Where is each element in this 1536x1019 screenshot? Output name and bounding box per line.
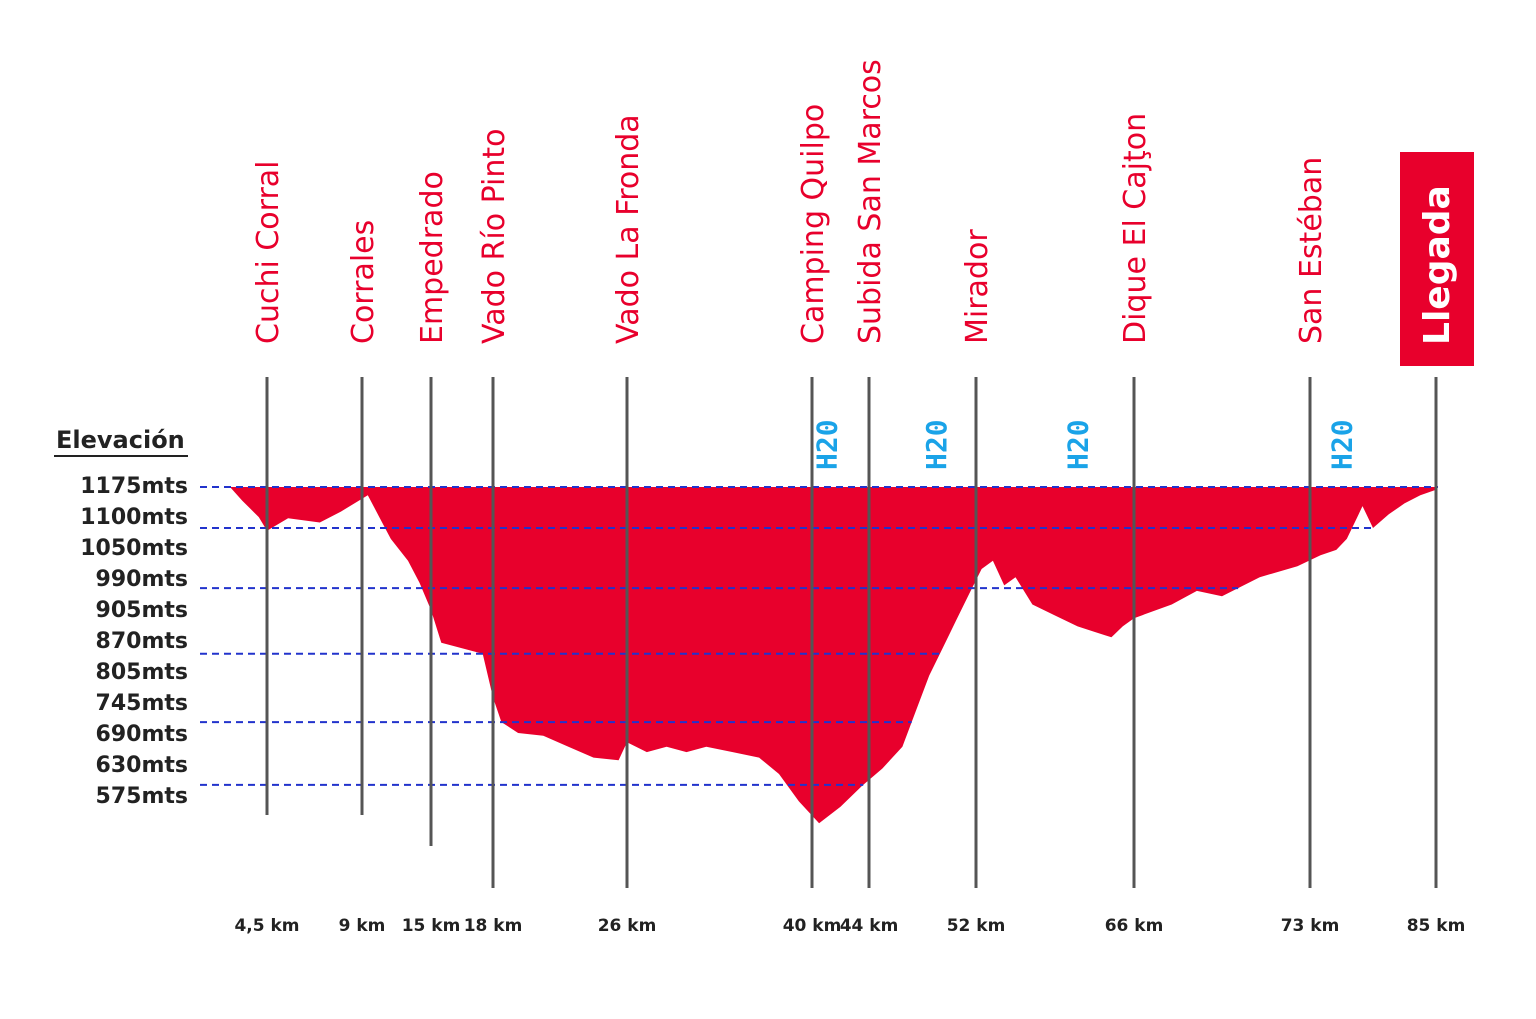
water-point-label: H20 xyxy=(920,419,953,470)
checkpoint-name: Mirador xyxy=(960,229,995,344)
checkpoint-km-label: 26 km xyxy=(598,916,657,936)
checkpoint-name: Camping Quilpo xyxy=(796,104,831,344)
water-point-label: H20 xyxy=(1326,419,1359,470)
checkpoint-km-label: 73 km xyxy=(1281,916,1340,936)
elevation-tick-label: 905mts xyxy=(96,598,188,623)
finish-banner xyxy=(1400,152,1474,366)
elevation-tick-label: 1100mts xyxy=(80,505,188,530)
elevation-tick-label: 805mts xyxy=(96,660,188,685)
checkpoint-name: San Estéban xyxy=(1294,157,1329,344)
elevation-tick-label: 575mts xyxy=(96,784,188,809)
checkpoint-name: Dique El Cajţon xyxy=(1118,113,1153,344)
checkpoint-name: Llegada xyxy=(1417,185,1458,345)
elevation-ticks: 1175mts 1100mts 1050mts 990mts 905mts 870mts 8… xyxy=(80,474,188,809)
checkpoint-km-label: 66 km xyxy=(1105,916,1164,936)
elevation-tick-label: 690mts xyxy=(96,722,188,747)
checkpoint-km-label: 44 km xyxy=(840,916,899,936)
elevation-profile-area xyxy=(230,487,1438,824)
checkpoint-name: Cuchi Corral xyxy=(251,160,286,344)
checkpoint-km-label: 18 km xyxy=(464,916,523,936)
checkpoint-km-label: 9 km xyxy=(339,916,386,936)
checkpoint-km-label: 52 km xyxy=(947,916,1006,936)
water-point-label: H20 xyxy=(1062,419,1095,470)
elevation-tick-label: 1050mts xyxy=(80,536,188,561)
elevation-tick-label: 990mts xyxy=(96,567,188,592)
elevation-tick-label: 630mts xyxy=(96,753,188,778)
elevation-axis-title: Elevación xyxy=(56,426,185,454)
elevation-tick-label: 870mts xyxy=(96,629,188,654)
elevation-tick-label: 1175mts xyxy=(80,474,188,499)
checkpoint-km-label: 15 km xyxy=(402,916,461,936)
checkpoint-name: Vado Río Pinto xyxy=(477,129,512,344)
checkpoint-km-label: 4,5 km xyxy=(234,916,299,936)
checkpoint-km-label: 85 km xyxy=(1407,916,1466,936)
checkpoint-name: Corrales xyxy=(346,220,381,344)
elevation-tick-label: 745mts xyxy=(96,691,188,716)
guide-lines xyxy=(200,486,1438,786)
profile-layer xyxy=(230,487,1438,824)
checkpoint-name: Vado La Fronda xyxy=(611,114,646,344)
checkpoint-name: Subida San Marcos xyxy=(853,59,888,344)
water-points: H20 H20 H20 H20 xyxy=(810,419,1358,470)
checkpoint-km-label: 40 km xyxy=(783,916,842,936)
water-point-label: H20 xyxy=(810,419,843,470)
checkpoints: Cuchi Corral 4,5 km Corrales 9 km Empedrado 1… xyxy=(234,59,1474,936)
checkpoint-name: Empedrado xyxy=(415,171,450,344)
